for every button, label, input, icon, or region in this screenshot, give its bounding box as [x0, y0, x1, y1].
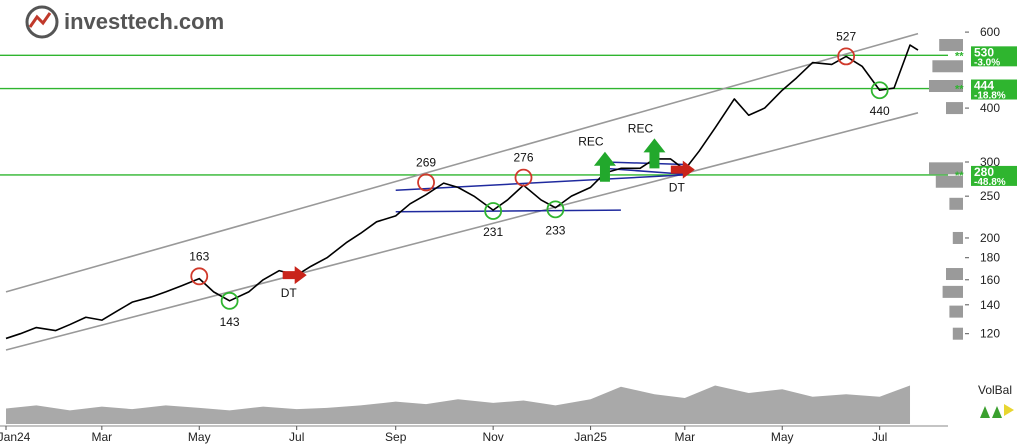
volume-profile-bar — [929, 162, 963, 175]
level-value-label: 280 — [974, 165, 994, 179]
level-star-icon: ** — [955, 50, 964, 62]
volume-profile-bar — [942, 285, 963, 298]
signal-label: REC — [628, 121, 654, 135]
top-marker — [837, 47, 856, 66]
x-tick-label: Jan24 — [0, 430, 31, 444]
bottom-label: 143 — [220, 315, 240, 329]
volume-area — [6, 385, 911, 424]
signal-label: DT — [281, 286, 298, 300]
logo-text: investtech.com — [64, 9, 224, 34]
volume-profile-bar — [932, 60, 963, 73]
x-tick-label: Mar — [674, 430, 695, 444]
signal-label: REC — [578, 135, 604, 149]
level-labels: ** 530-3.0% ** 444-18.8% ** 280-48.8% — [955, 45, 1017, 188]
y-tick-label: 200 — [980, 231, 1000, 245]
level-value-label: 444 — [974, 79, 994, 93]
top-marker — [190, 267, 209, 286]
y-tick-label: 140 — [980, 298, 1000, 312]
sell-arrow-icon — [670, 160, 695, 179]
top-label: 276 — [513, 151, 533, 165]
channel-upper-line — [5, 32, 919, 293]
pattern-line — [395, 174, 685, 191]
y-tick-label: 160 — [980, 273, 1000, 287]
investtech-logo-icon — [25, 5, 59, 39]
buy-arrow-icon — [593, 151, 616, 182]
y-tick-label: 180 — [980, 251, 1000, 265]
price-series — [5, 44, 919, 340]
top-label: 163 — [189, 249, 209, 263]
bottom-label: 440 — [870, 104, 890, 118]
volume-profile-bar — [946, 268, 963, 281]
horizontal-levels — [0, 54, 948, 176]
trend-channel — [5, 32, 919, 351]
x-tick-label: Nov — [482, 430, 503, 444]
level-value-label: 530 — [974, 45, 994, 59]
x-tick-label: Jul — [872, 430, 887, 444]
pattern-line — [395, 209, 621, 213]
level-change-label: -18.8% — [974, 91, 1006, 102]
x-tick-label: Sep — [385, 430, 407, 444]
tops-bottoms: 163 269 276 527 143 231 233 440 — [189, 29, 890, 328]
bottom-marker — [484, 202, 503, 220]
level-badge — [971, 79, 1017, 100]
x-axis: Jan24 Mar May Jul Sep Nov Jan25 Mar May Jul — [0, 426, 887, 444]
level-star-icon: ** — [955, 84, 964, 96]
channel-lower-line — [5, 112, 919, 351]
volbal-label: VolBal — [978, 383, 1012, 397]
y-tick-label: 250 — [980, 189, 1000, 203]
volume-profile-bar — [952, 327, 963, 340]
level-change-label: -3.0% — [974, 57, 1000, 68]
x-tick-label: May — [188, 430, 211, 444]
top-label: 527 — [836, 29, 856, 43]
volume-area-shape — [6, 385, 911, 424]
bottom-label: 233 — [545, 223, 565, 237]
y-tick-label: 600 — [980, 25, 1000, 39]
buy-arrow-icon — [643, 138, 666, 169]
level-change-label: -48.8% — [974, 177, 1006, 188]
x-tick-label: Mar — [91, 430, 112, 444]
x-tick-label: May — [771, 430, 794, 444]
bottom-marker — [546, 200, 565, 219]
top-marker — [417, 173, 435, 192]
volume-profile-bar — [946, 102, 963, 115]
signals: REC REC DT DT — [281, 121, 695, 300]
top-marker — [514, 168, 533, 187]
y-tick-label: 120 — [980, 327, 1000, 341]
volume-profile-bar — [939, 39, 963, 52]
volume-profile-bar — [949, 197, 963, 210]
volume-profile-bar — [935, 175, 963, 188]
volume-profile-bar — [952, 231, 963, 244]
level-badge — [971, 165, 1017, 186]
x-tick-label: Jan25 — [574, 430, 607, 444]
bottom-marker — [870, 81, 889, 100]
y-axis: 120 140 160 180 200 250 300 400 600 — [965, 25, 1000, 341]
volume-profile-bar — [929, 80, 963, 93]
signal-label: DT — [669, 181, 686, 195]
volume-profile-bar — [949, 305, 963, 318]
y-tick-label: 300 — [980, 155, 1000, 169]
price-line — [5, 44, 919, 340]
top-label: 269 — [416, 155, 436, 169]
sell-arrow-icon — [282, 266, 307, 285]
level-star-icon: ** — [955, 170, 964, 182]
volbal-arrow-icons — [980, 404, 1014, 418]
pattern-line — [604, 161, 685, 166]
y-tick-label: 400 — [980, 101, 1000, 115]
volume-profile — [929, 39, 963, 340]
x-tick-label: Jul — [289, 430, 304, 444]
bottom-label: 231 — [483, 225, 503, 239]
bottom-marker — [220, 291, 239, 310]
level-badge — [971, 46, 1017, 67]
